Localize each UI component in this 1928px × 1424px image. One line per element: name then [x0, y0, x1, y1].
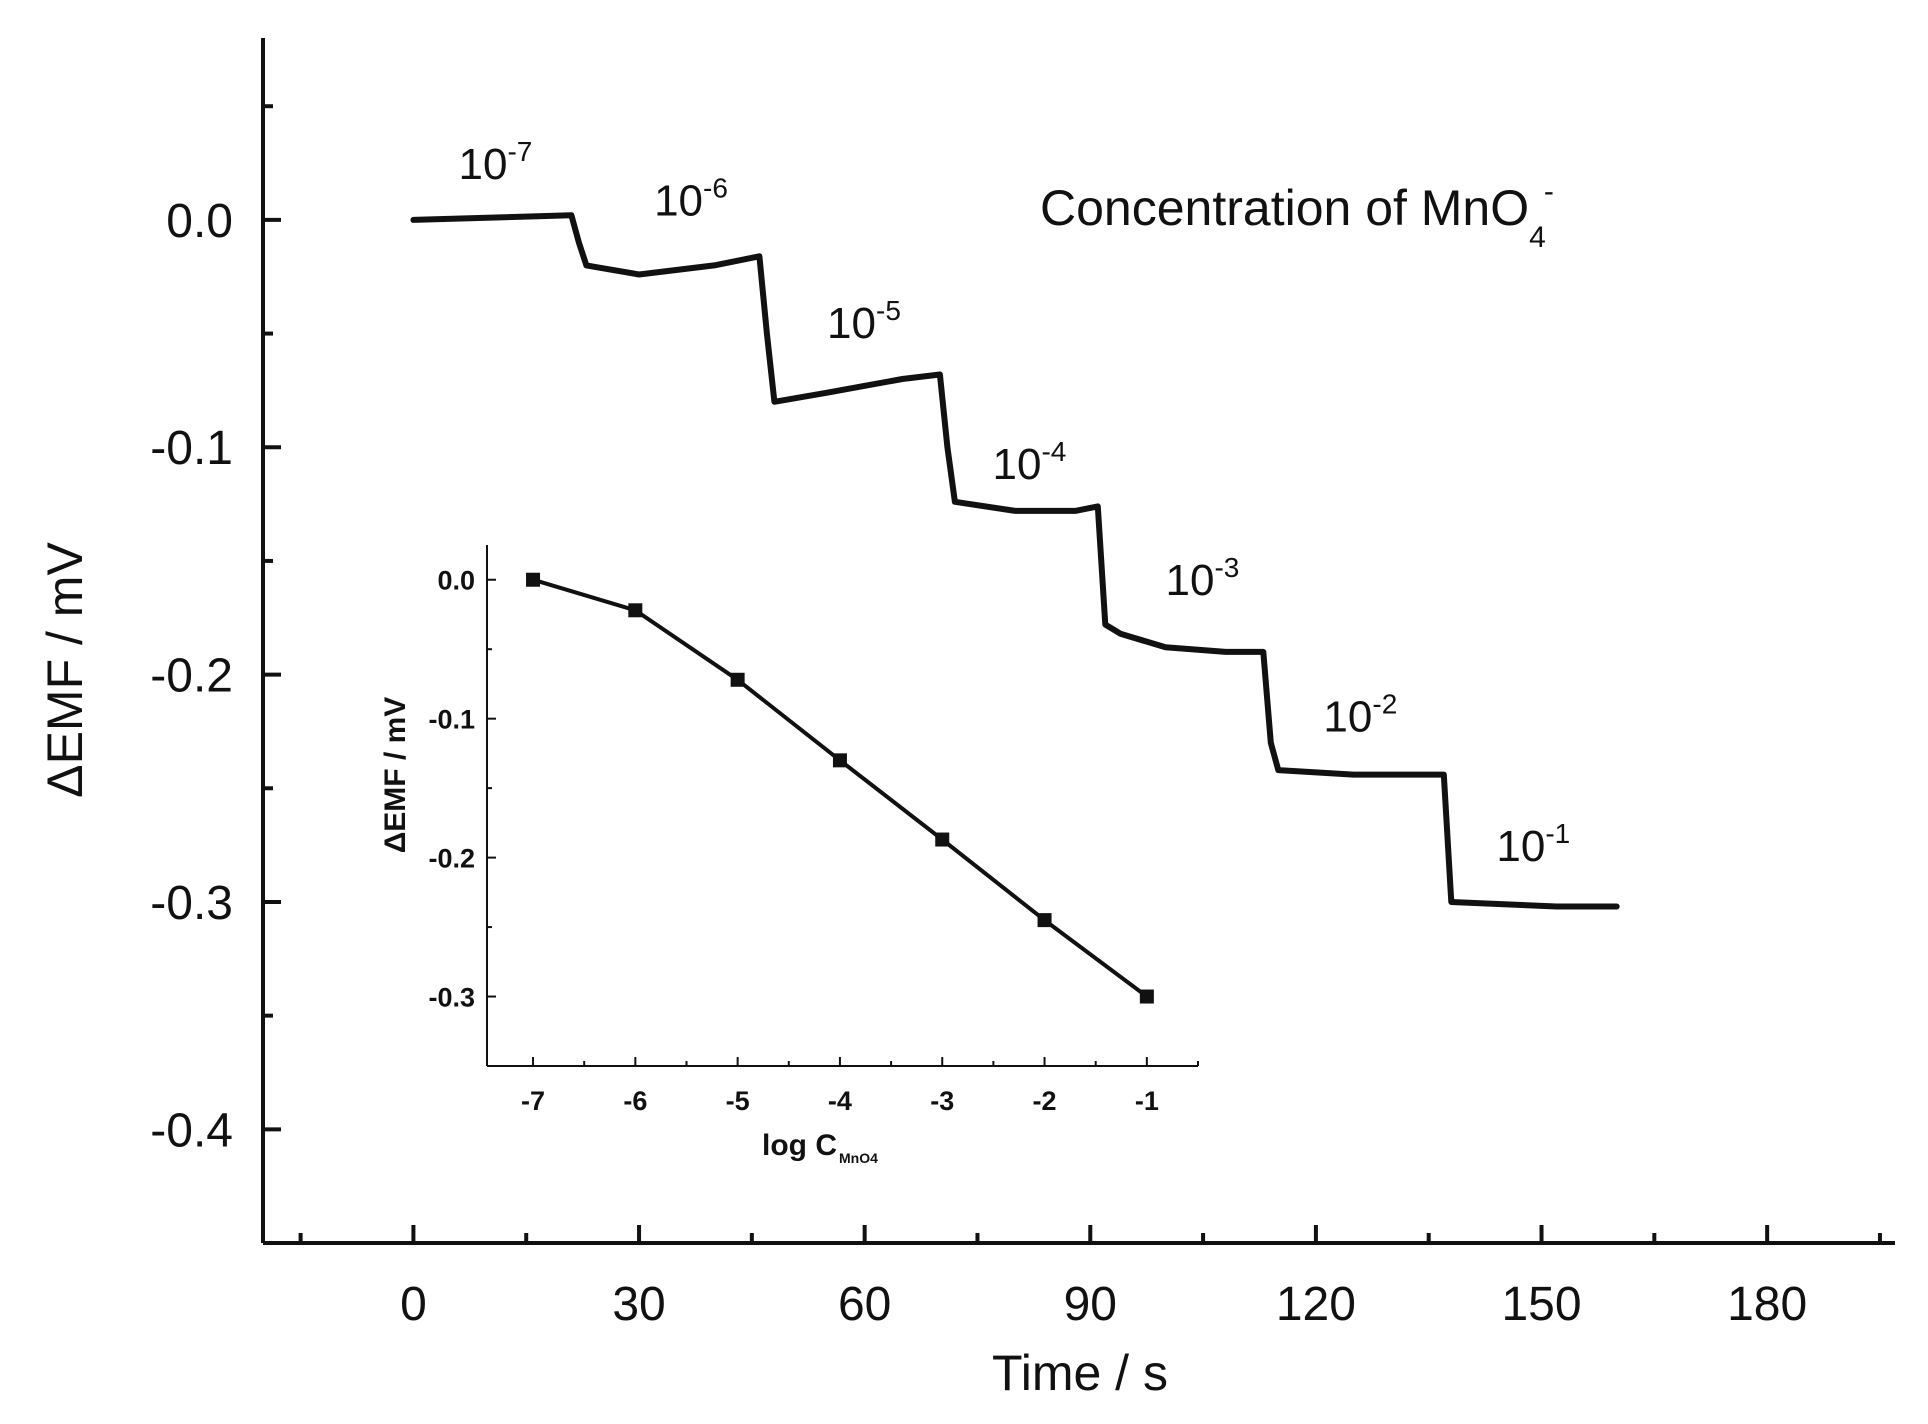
inset-series-line — [532, 577, 1148, 999]
inset-x-tick-label: -6 — [623, 1086, 647, 1116]
step-label: 10-4 — [993, 436, 1067, 489]
inset-data-point — [1139, 989, 1154, 1004]
inset-x-tick-label: -7 — [521, 1086, 545, 1116]
inset-plot — [526, 572, 1154, 1004]
main-x-tick-label: 90 — [1064, 1278, 1117, 1331]
inset-y-tick-label: -0.1 — [428, 705, 475, 735]
step-label-base: 10 — [1165, 556, 1214, 605]
main-x-tick-label: 180 — [1727, 1278, 1807, 1331]
inset-x-tick-label: -3 — [930, 1086, 954, 1116]
step-label: 10-7 — [459, 136, 533, 189]
step-label: 10-3 — [1165, 552, 1239, 605]
inset-x-axis-title-sub: MnO4 — [839, 1150, 878, 1166]
inset-axes: 0.0 -0.1 -0.2 -0.3 -7 -6 -5 -4 -3 -2 -1 — [428, 545, 1199, 1116]
inset-x-tick-label: -2 — [1033, 1086, 1057, 1116]
step-label-base: 10 — [1323, 692, 1372, 741]
inset-data-point — [935, 832, 950, 847]
inset-x-tick-label: -5 — [726, 1086, 750, 1116]
main-x-tick-label: 0 — [400, 1278, 427, 1331]
inset-y-axis-title: ΔEMF / mV — [379, 697, 412, 854]
step-label-exponent: -4 — [1041, 436, 1066, 467]
step-label-base: 10 — [827, 299, 876, 348]
annotation-subscript: 4 — [1529, 221, 1546, 254]
step-label-base: 10 — [993, 440, 1042, 489]
main-x-tick-label: 30 — [612, 1278, 665, 1331]
x-axis-title: Time / s — [992, 1345, 1168, 1401]
concentration-annotation: Concentration of MnO4 - — [1040, 175, 1554, 254]
step-label-exponent: -6 — [703, 172, 728, 203]
step-label-base: 10 — [459, 140, 508, 189]
annotation-main-text: Concentration of MnO — [1040, 180, 1529, 236]
inset-x-tick-label: -1 — [1135, 1086, 1159, 1116]
main-plot — [410, 212, 1620, 910]
step-label: 10-5 — [827, 295, 901, 348]
main-y-tick-label: -0.1 — [150, 422, 233, 475]
main-axes: 0.0 -0.1 -0.2 -0.3 -0.4 0 30 60 90 120 150 180 — [150, 38, 1895, 1331]
step-label-exponent: -2 — [1372, 688, 1397, 719]
main-y-tick-label: 0.0 — [166, 195, 233, 248]
inset-y-tick-label: -0.3 — [428, 983, 475, 1013]
step-label: 10-2 — [1323, 688, 1397, 741]
step-label-exponent: -1 — [1545, 818, 1570, 849]
inset-x-axis-title: log C MnO4 — [762, 1129, 878, 1166]
main-y-tick-label: -0.3 — [150, 877, 233, 930]
inset-data-point — [832, 753, 847, 768]
step-label-exponent: -7 — [507, 136, 532, 167]
inset-data-point — [628, 603, 643, 618]
inset-y-tick-label: 0.0 — [437, 566, 475, 596]
main-y-tick-label: -0.4 — [150, 1104, 233, 1157]
inset-x-tick-label: -4 — [828, 1086, 852, 1116]
inset-y-tick-label: -0.2 — [428, 844, 475, 874]
step-label: 10-6 — [654, 172, 728, 225]
main-series-line — [410, 212, 1620, 910]
y-axis-title: ΔEMF / mV — [37, 542, 93, 798]
main-x-tick-label: 120 — [1276, 1278, 1356, 1331]
inset-data-point — [526, 572, 541, 587]
step-label-exponent: -5 — [876, 295, 901, 326]
main-y-tick-label: -0.2 — [150, 650, 233, 703]
inset-data-point — [730, 672, 745, 687]
main-x-tick-label: 60 — [838, 1278, 891, 1331]
annotation-superscript: - — [1544, 175, 1554, 208]
step-label-base: 10 — [1496, 822, 1545, 871]
inset-x-axis-title-main: log C — [762, 1129, 837, 1162]
step-label-exponent: -3 — [1214, 552, 1239, 583]
inset-data-point — [1037, 913, 1052, 928]
main-x-tick-label: 150 — [1501, 1278, 1581, 1331]
main-step-labels: 10-710-610-510-410-310-210-1 — [459, 136, 1571, 871]
step-label: 10-1 — [1496, 818, 1570, 871]
step-label-base: 10 — [654, 176, 703, 225]
